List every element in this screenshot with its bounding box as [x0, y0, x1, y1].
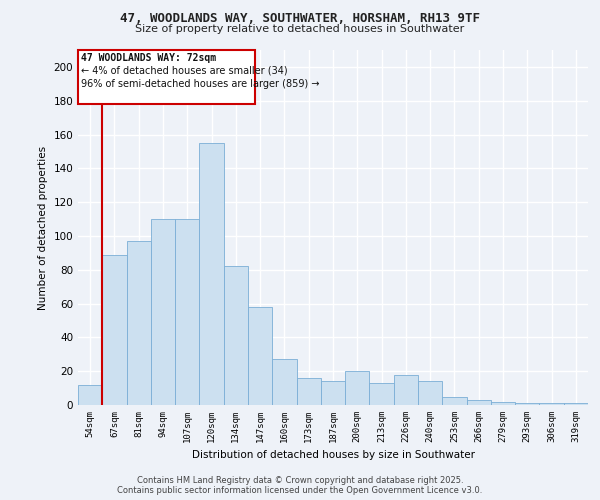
- Bar: [345, 371, 370, 405]
- Bar: [296, 378, 321, 405]
- Text: Size of property relative to detached houses in Southwater: Size of property relative to detached ho…: [136, 24, 464, 34]
- X-axis label: Distribution of detached houses by size in Southwater: Distribution of detached houses by size …: [191, 450, 475, 460]
- Text: 47 WOODLANDS WAY: 72sqm: 47 WOODLANDS WAY: 72sqm: [81, 52, 216, 62]
- Bar: [539, 404, 564, 405]
- Text: Contains HM Land Registry data © Crown copyright and database right 2025.
Contai: Contains HM Land Registry data © Crown c…: [118, 476, 482, 495]
- Bar: [491, 402, 515, 405]
- Bar: [272, 360, 296, 405]
- Bar: [418, 382, 442, 405]
- Bar: [102, 254, 127, 405]
- Bar: [151, 219, 175, 405]
- Bar: [515, 404, 539, 405]
- Bar: [370, 383, 394, 405]
- Bar: [394, 374, 418, 405]
- Text: 96% of semi-detached houses are larger (859) →: 96% of semi-detached houses are larger (…: [81, 78, 319, 88]
- Bar: [442, 396, 467, 405]
- FancyBboxPatch shape: [79, 50, 255, 104]
- Y-axis label: Number of detached properties: Number of detached properties: [38, 146, 48, 310]
- Text: ← 4% of detached houses are smaller (34): ← 4% of detached houses are smaller (34): [81, 65, 287, 75]
- Bar: [199, 143, 224, 405]
- Bar: [467, 400, 491, 405]
- Bar: [224, 266, 248, 405]
- Text: 47, WOODLANDS WAY, SOUTHWATER, HORSHAM, RH13 9TF: 47, WOODLANDS WAY, SOUTHWATER, HORSHAM, …: [120, 12, 480, 26]
- Bar: [175, 219, 199, 405]
- Bar: [78, 384, 102, 405]
- Bar: [127, 241, 151, 405]
- Bar: [564, 404, 588, 405]
- Bar: [248, 307, 272, 405]
- Bar: [321, 382, 345, 405]
